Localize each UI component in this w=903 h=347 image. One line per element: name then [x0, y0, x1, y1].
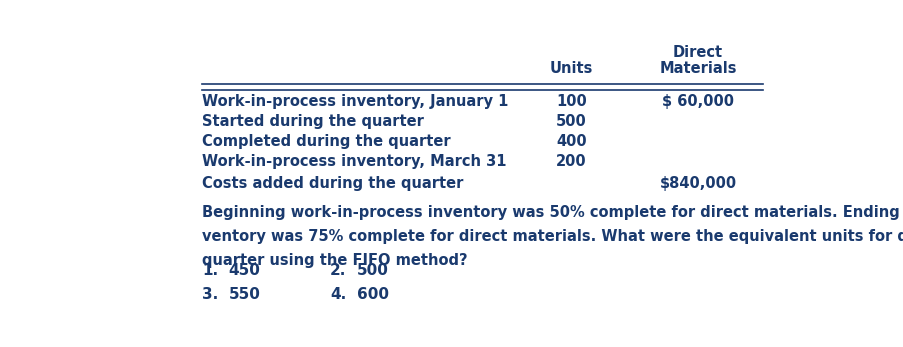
Text: $840,000: $840,000 [658, 176, 736, 191]
Text: Work-in-process inventory, March 31: Work-in-process inventory, March 31 [201, 154, 506, 169]
Text: 2.: 2. [330, 263, 346, 278]
Text: 100: 100 [555, 94, 586, 109]
Text: 500: 500 [555, 114, 586, 129]
Text: Beginning work-in-process inventory was 50% complete for direct materials. Endin: Beginning work-in-process inventory was … [201, 205, 903, 220]
Text: Materials: Materials [658, 61, 736, 76]
Text: 550: 550 [228, 287, 260, 303]
Text: 1.: 1. [201, 263, 218, 278]
Text: Direct: Direct [672, 45, 722, 60]
Text: 450: 450 [228, 263, 260, 278]
Text: 200: 200 [555, 154, 586, 169]
Text: 400: 400 [555, 134, 586, 149]
Text: 4.: 4. [330, 287, 346, 303]
Text: Costs added during the quarter: Costs added during the quarter [201, 176, 463, 191]
Text: Work-in-process inventory, January 1: Work-in-process inventory, January 1 [201, 94, 507, 109]
Text: 3.: 3. [201, 287, 218, 303]
Text: ventory was 75% complete for direct materials. What were the equivalent units fo: ventory was 75% complete for direct mate… [201, 229, 903, 244]
Text: quarter using the FIFO method?: quarter using the FIFO method? [201, 253, 467, 268]
Text: 600: 600 [357, 287, 388, 303]
Text: Started during the quarter: Started during the quarter [201, 114, 424, 129]
Text: $ 60,000: $ 60,000 [661, 94, 733, 109]
Text: 500: 500 [357, 263, 388, 278]
Text: Units: Units [549, 61, 592, 76]
Text: Completed during the quarter: Completed during the quarter [201, 134, 450, 149]
